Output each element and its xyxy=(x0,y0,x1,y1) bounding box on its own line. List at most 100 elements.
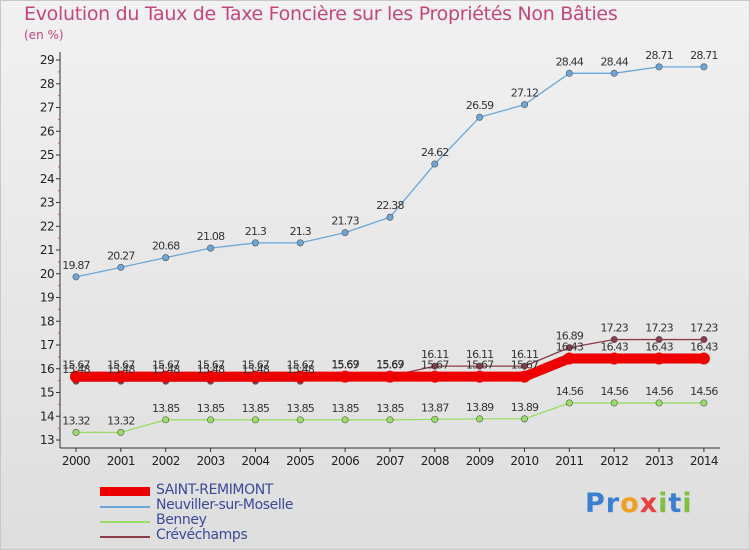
data-label-remimont: 15.67 xyxy=(242,359,270,372)
series-point-2 xyxy=(386,416,394,424)
series-point-1 xyxy=(610,69,618,77)
data-label-1: 21.73 xyxy=(331,215,359,228)
y-tick-label: 28 xyxy=(40,77,54,91)
series-point-1 xyxy=(162,254,170,262)
x-tick-label: 2008 xyxy=(421,454,449,468)
series-point-3 xyxy=(431,362,439,370)
legend-label: SAINT-REMIMONT xyxy=(156,482,273,498)
data-label-1: 28.44 xyxy=(556,55,584,68)
y-tick-label: 27 xyxy=(40,101,54,115)
x-tick-label: 2013 xyxy=(645,454,673,468)
data-label-2: 13.85 xyxy=(152,402,180,415)
data-label-1: 19.87 xyxy=(62,259,90,272)
series-point-2 xyxy=(476,415,484,423)
data-label-3: 15.48 xyxy=(197,363,225,376)
y-tick-label: 16 xyxy=(40,362,54,376)
legend-swatch xyxy=(100,521,150,523)
data-label-3: 16.11 xyxy=(421,348,449,361)
series-point-3 xyxy=(565,344,573,352)
y-tick-label: 25 xyxy=(40,148,54,162)
series-point-1 xyxy=(700,63,708,71)
data-label-1: 24.62 xyxy=(421,146,449,159)
data-label-remimont: 15.67 xyxy=(511,359,539,372)
x-tick-label: 2002 xyxy=(152,454,180,468)
series-point-2 xyxy=(610,399,618,407)
data-label-2: 13.89 xyxy=(511,401,539,414)
unit-label: (en %) xyxy=(24,28,64,42)
data-label-3: 15.69 xyxy=(331,358,359,371)
y-tick-label: 20 xyxy=(40,267,54,281)
logo-letter: P xyxy=(585,488,606,519)
data-label-remimont: 16.43 xyxy=(556,341,584,354)
data-label-3: 16.11 xyxy=(511,348,539,361)
series-point-3 xyxy=(476,362,484,370)
data-label-1: 21.3 xyxy=(290,225,312,238)
legend-label: Crévéchamps xyxy=(156,527,248,543)
data-label-3: 15.48 xyxy=(287,363,315,376)
series-point-0 xyxy=(70,370,82,383)
series-point-1 xyxy=(72,273,80,281)
legend-label: Benney xyxy=(156,512,207,528)
data-label-remimont: 15.67 xyxy=(107,359,135,372)
data-label-2: 14.56 xyxy=(600,385,628,398)
series-point-1 xyxy=(476,113,484,121)
y-tick-label: 29 xyxy=(40,53,54,67)
y-tick-label: 18 xyxy=(40,314,54,328)
data-label-remimont: 16.43 xyxy=(600,341,628,354)
series-point-2 xyxy=(655,399,663,407)
x-tick-label: 2014 xyxy=(690,454,718,468)
data-label-2: 13.89 xyxy=(466,401,494,414)
x-tick-label: 2010 xyxy=(510,454,538,468)
series-point-0 xyxy=(159,370,172,383)
x-tick-label: 2007 xyxy=(376,454,404,468)
logo-letter: i xyxy=(682,488,693,519)
data-label-3: 16.89 xyxy=(556,330,584,343)
y-tick-label: 21 xyxy=(40,243,54,257)
data-label-3: 16.11 xyxy=(466,348,494,361)
series-point-2 xyxy=(117,428,125,436)
data-label-3: 17.23 xyxy=(645,322,673,335)
data-label-1: 27.12 xyxy=(511,87,539,100)
x-tick-label: 2006 xyxy=(331,454,359,468)
chart-title: Evolution du Taux de Taxe Foncière sur l… xyxy=(24,3,618,25)
y-tick-label: 23 xyxy=(40,196,54,210)
data-label-remimont: 15.67 xyxy=(152,359,180,372)
logo-letter: r xyxy=(605,488,621,519)
series-point-1 xyxy=(117,263,125,271)
series-point-1 xyxy=(251,239,259,247)
series-point-2 xyxy=(341,416,349,424)
series-point-2 xyxy=(565,399,573,407)
x-tick-label: 2012 xyxy=(600,454,628,468)
legend-swatch xyxy=(100,487,150,496)
y-tick-label: 24 xyxy=(40,172,54,186)
data-label-2: 13.85 xyxy=(287,402,315,415)
x-tick-label: 2004 xyxy=(241,454,269,468)
series-point-1 xyxy=(520,101,528,109)
data-label-3: 15.48 xyxy=(242,363,270,376)
data-label-2: 13.85 xyxy=(376,402,404,415)
series-point-1 xyxy=(207,244,215,252)
data-label-1: 20.27 xyxy=(107,249,135,262)
data-label-remimont: 15.67 xyxy=(287,359,315,372)
series-point-2 xyxy=(207,416,215,424)
data-label-3: 15.69 xyxy=(376,358,404,371)
legend-swatch xyxy=(100,506,150,508)
data-label-3: 15.48 xyxy=(107,363,135,376)
logo-letter: x xyxy=(639,488,659,519)
y-tick-label: 15 xyxy=(40,386,54,400)
data-label-remimont: 15.67 xyxy=(62,359,90,372)
series-point-0 xyxy=(563,352,576,365)
data-label-1: 20.68 xyxy=(152,240,180,253)
data-label-remimont: 15.67 xyxy=(466,359,494,372)
data-label-1: 22.38 xyxy=(376,199,404,212)
data-label-2: 13.32 xyxy=(107,414,135,427)
series-point-0 xyxy=(249,370,262,383)
series-point-1 xyxy=(386,213,394,221)
series-point-0 xyxy=(473,370,486,383)
legend-swatch xyxy=(100,536,150,538)
data-label-1: 28.71 xyxy=(690,49,718,62)
x-tick-label: 2003 xyxy=(196,454,224,468)
series-point-3 xyxy=(655,336,663,344)
